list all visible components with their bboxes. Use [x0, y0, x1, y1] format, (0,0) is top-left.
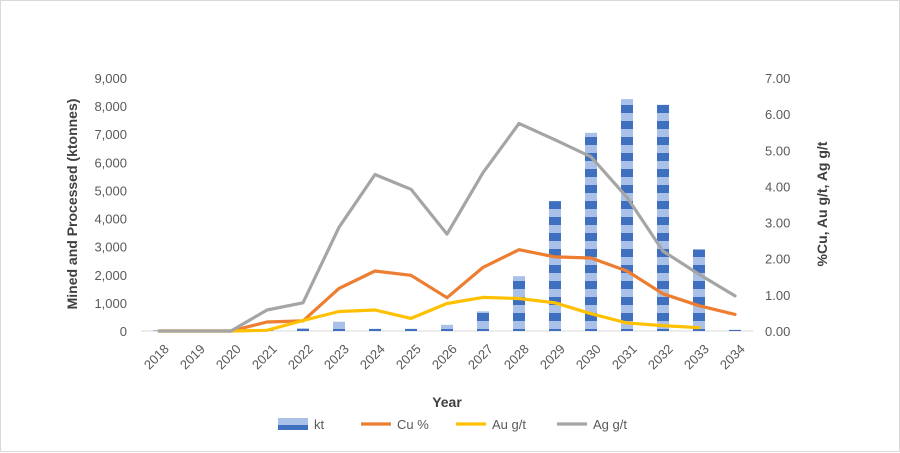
x-tick-label: 2018 [141, 341, 172, 372]
x-axis-title: Year [432, 394, 462, 410]
bar-kt [333, 321, 345, 331]
x-tick-label: 2030 [573, 341, 604, 372]
bar-kt [693, 249, 705, 331]
y2-tick-label: 1.00 [765, 288, 790, 303]
legend-swatch-kt [278, 418, 308, 430]
y2-axis-title: %Cu, Au g/t, Ag g/t [814, 141, 830, 266]
y-tick-label: 3,000 [94, 240, 127, 255]
y-tick-label: 6,000 [94, 155, 127, 170]
y-tick-label: 1,000 [94, 296, 127, 311]
y-tick-label: 4,000 [94, 212, 127, 227]
x-tick-label: 2019 [177, 341, 208, 372]
x-tick-label: 2025 [393, 341, 424, 372]
y-tick-label: 9,000 [94, 71, 127, 86]
x-tick-label: 2020 [213, 341, 244, 372]
x-tick-label: 2026 [429, 341, 460, 372]
bar-kt [729, 329, 741, 331]
legend-label-cu: Cu % [397, 417, 429, 432]
y-tick-label: 2,000 [94, 268, 127, 283]
y-axis-title: Mined and Processed (ktonnes) [64, 99, 80, 310]
bar-kt [441, 324, 453, 331]
bar-kt [405, 328, 417, 331]
y-tick-label: 8,000 [94, 99, 127, 114]
bar-kt [621, 99, 633, 331]
bar-kt [477, 311, 489, 331]
x-tick-label: 2027 [465, 341, 496, 372]
y2-tick-label: 3.00 [765, 216, 790, 231]
y2-tick-label: 0.00 [765, 324, 790, 339]
y2-tick-label: 7.00 [765, 71, 790, 86]
x-tick-label: 2021 [249, 341, 280, 372]
line-au-g-t [157, 295, 701, 333]
y2-tick-label: 5.00 [765, 143, 790, 158]
x-tick-label: 2023 [321, 341, 352, 372]
x-tick-label: 2033 [681, 341, 712, 372]
y-tick-label: 0 [120, 324, 127, 339]
bar-kt [513, 276, 525, 331]
x-tick-label: 2029 [537, 341, 568, 372]
x-tick-label: 2031 [609, 341, 640, 372]
bar-kt [657, 104, 669, 331]
x-tick-label: 2028 [501, 341, 532, 372]
x-tick-label: 2034 [717, 341, 748, 372]
legend-label-au-g-t: Au g/t [492, 417, 526, 432]
y-tick-label: 7,000 [94, 127, 127, 142]
line-ag-g-t [157, 121, 737, 333]
bar-kt [549, 201, 561, 331]
bar-kt [369, 328, 381, 331]
y-tick-label: 5,000 [94, 183, 127, 198]
y2-tick-label: 4.00 [765, 179, 790, 194]
legend-label-ag-g-t: Ag g/t [593, 417, 627, 432]
bar-kt [585, 132, 597, 331]
x-tick-label: 2022 [285, 341, 316, 372]
x-tick-label: 2024 [357, 341, 388, 372]
bar-kt [297, 328, 309, 331]
line-cu [157, 248, 737, 333]
y2-tick-label: 6.00 [765, 107, 790, 122]
y2-tick-label: 2.00 [765, 252, 790, 267]
legend-label-kt: kt [314, 417, 325, 432]
x-tick-label: 2032 [645, 341, 676, 372]
